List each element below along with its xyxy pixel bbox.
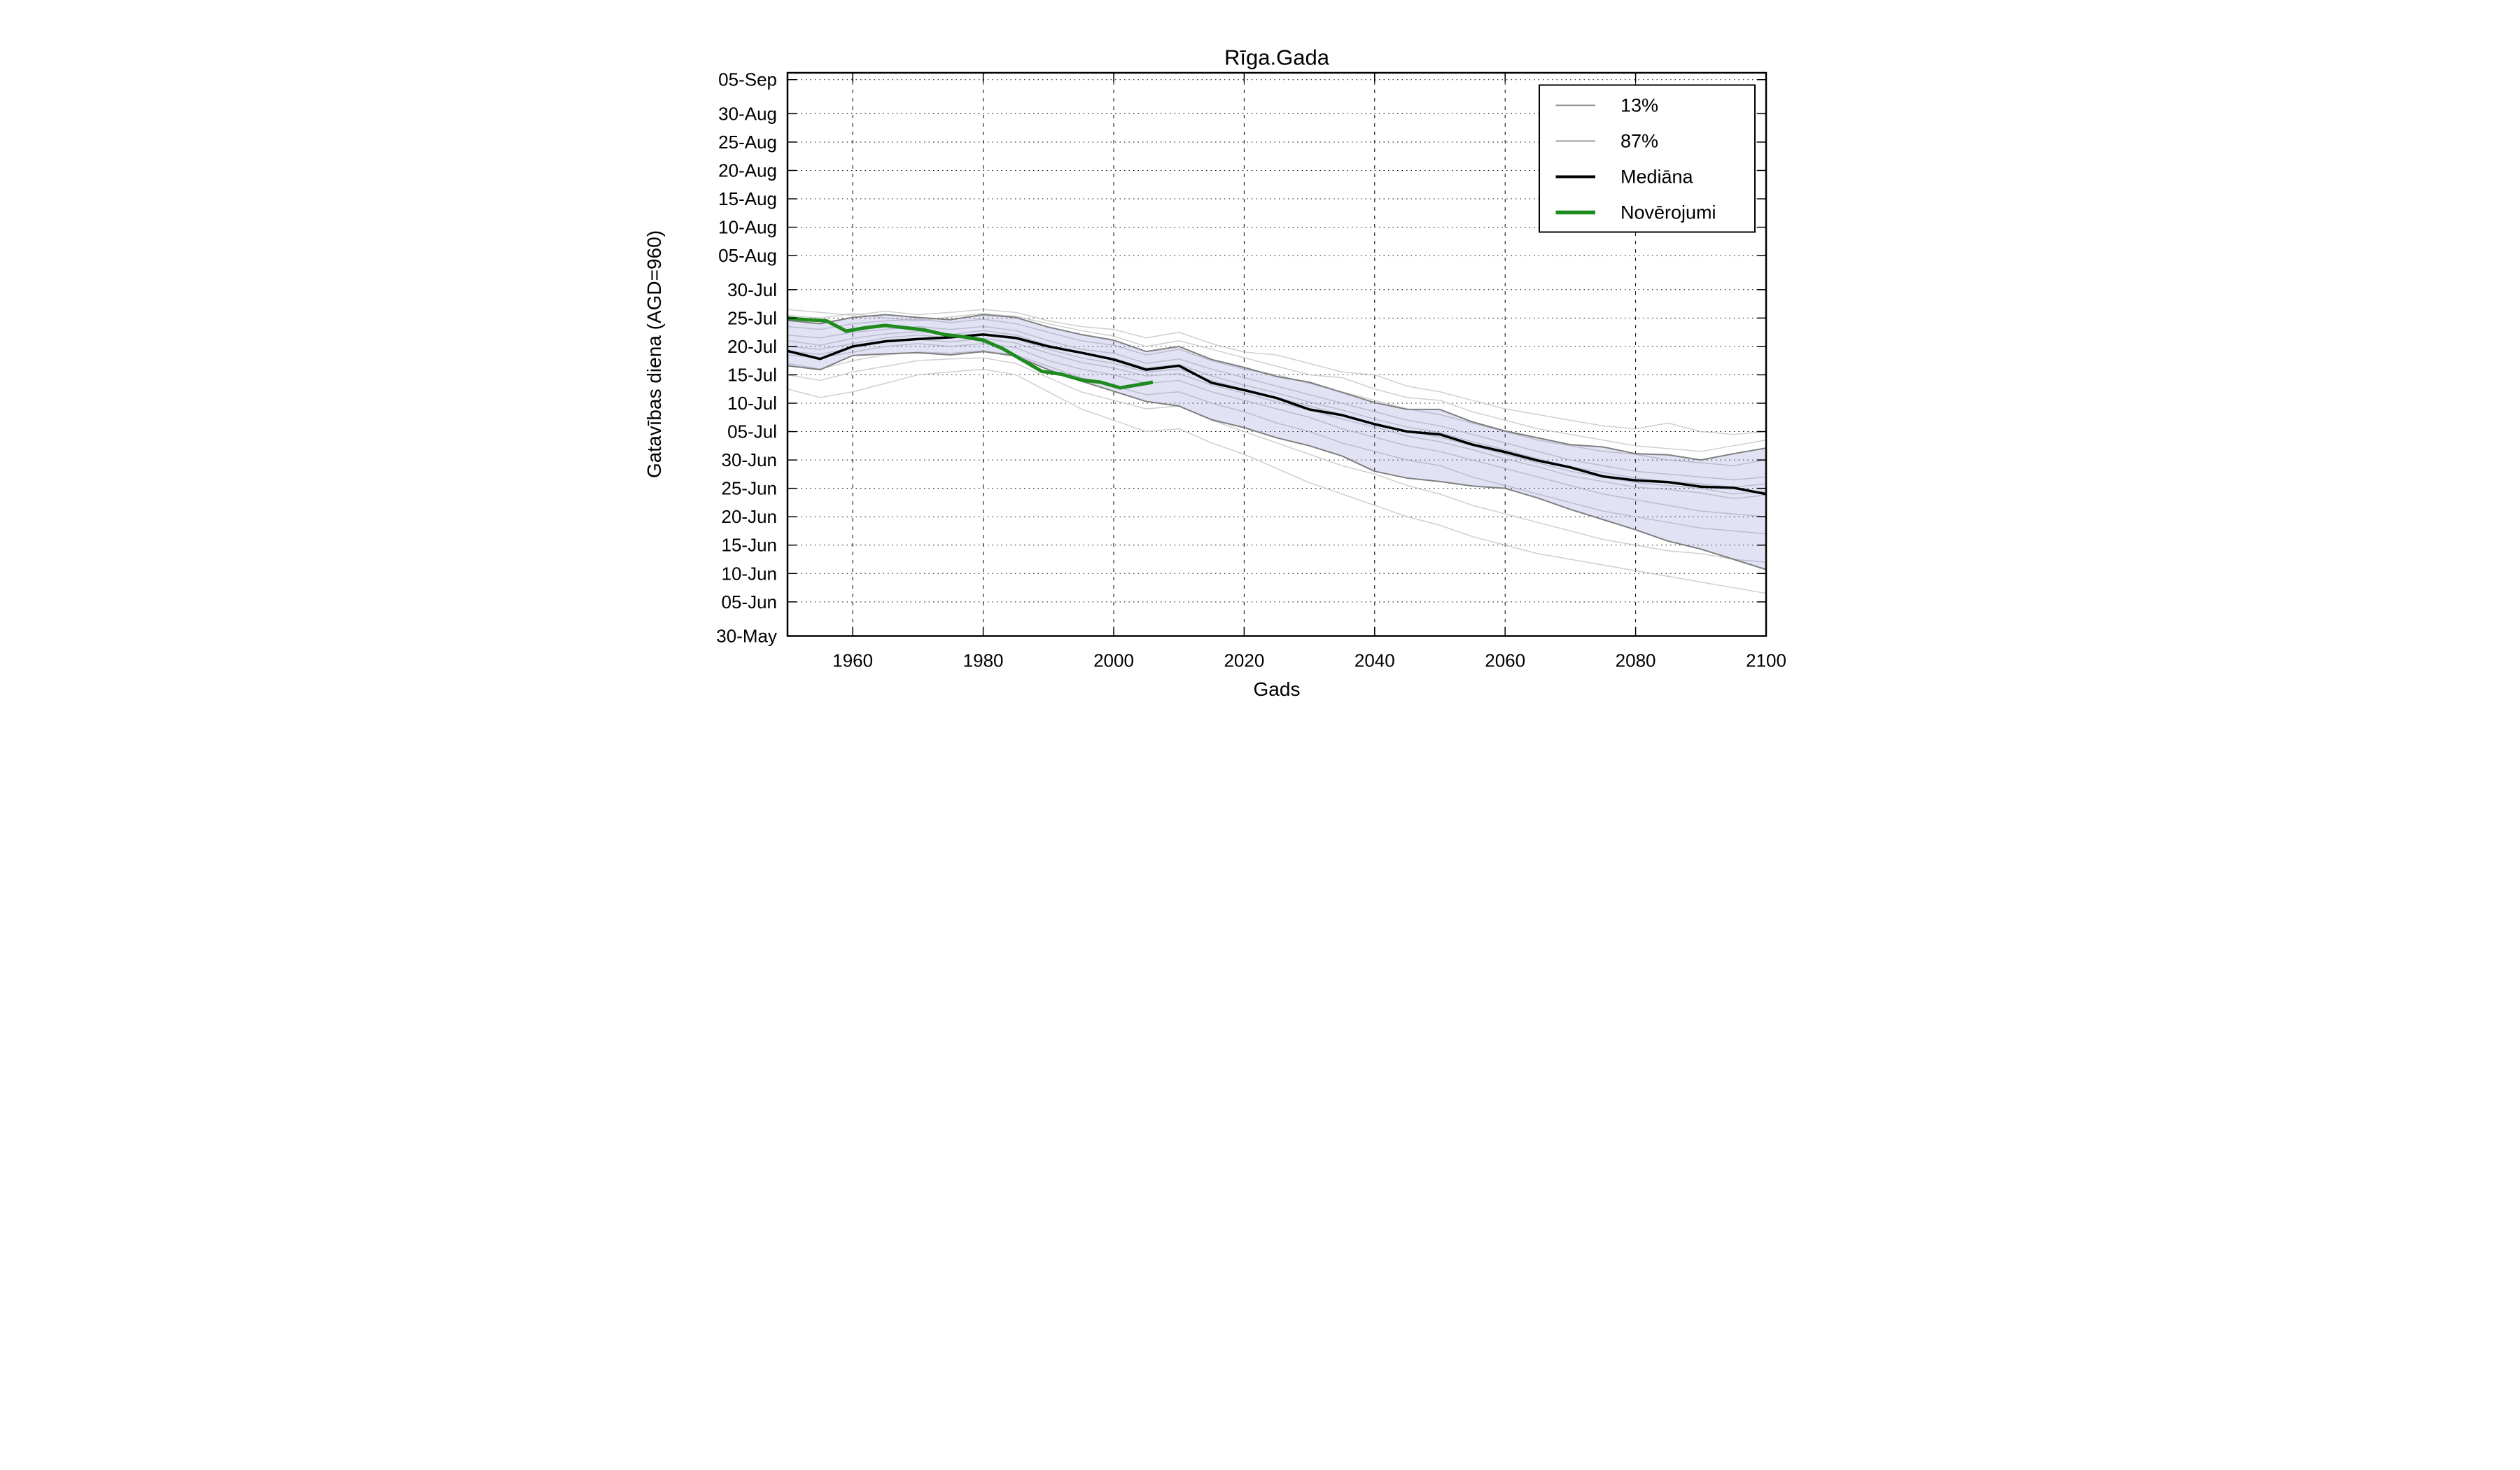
legend-label-87pct: 87%: [1620, 131, 1658, 152]
median-line: [787, 333, 1767, 496]
ensemble-run-line-7: [787, 337, 1767, 499]
y-tick-label-05-Aug: 05-Aug: [718, 245, 777, 266]
ensemble-run-line-3: [787, 318, 1767, 466]
y-axis-label: Gatavības diena (AGD=960): [643, 230, 665, 478]
y-tick-label-30-Jun: 30-Jun: [722, 449, 778, 470]
chart-canvas: 1960 1980 2000 2020 2040 2060 2080 2100 30-May 05…: [630, 0, 1890, 735]
y-tick-label-20-Jul: 20-Jul: [727, 336, 777, 357]
legend-label-13pct: 13%: [1620, 95, 1658, 116]
y-tick-label-20-Aug: 20-Aug: [718, 160, 777, 181]
series-layer: [787, 314, 1767, 570]
percentile-13-line: [787, 351, 1767, 570]
y-tick-label-15-Jul: 15-Jul: [727, 364, 777, 385]
y-tick-label-20-Jun: 20-Jun: [722, 506, 778, 527]
axes-layer: [786, 71, 1768, 637]
legend-label-observations: Novērojumi: [1620, 202, 1716, 223]
x-tick-label-2000: 2000: [1093, 650, 1134, 671]
x-axis-label: Gads: [1254, 678, 1301, 700]
x-tick-label-2080: 2080: [1616, 650, 1656, 671]
y-tick-label-30-Jul: 30-Jul: [727, 279, 777, 300]
ensemble-run-line-1: [787, 309, 1767, 435]
y-tick-label-10-Aug: 10-Aug: [718, 217, 777, 238]
y-tick-label-30-Aug: 30-Aug: [718, 103, 777, 124]
ensemble-run-line-11: [787, 368, 1767, 594]
x-tick-label-2020: 2020: [1224, 650, 1264, 671]
uncertainty-band-layer: [788, 314, 1766, 570]
x-tick-label-2040: 2040: [1354, 650, 1395, 671]
legend-frame: [1539, 84, 1756, 233]
y-tick-label-05-Jun: 05-Jun: [722, 592, 778, 612]
x-tick-label-1980: 1980: [963, 650, 1004, 671]
y-tick-label-05-Jul: 05-Jul: [727, 421, 777, 442]
y-tick-label-25-Aug: 25-Aug: [718, 132, 777, 153]
observations-line: [787, 316, 1154, 390]
chart-title: Rīga.Gada: [1224, 46, 1330, 70]
uncertainty-band: [788, 314, 1766, 570]
y-tick-label-15-Aug: 15-Aug: [718, 188, 777, 209]
ensemble-run-line-4: [787, 326, 1767, 481]
legend-box: 13% 87% Mediāna Novērojumi: [1539, 84, 1756, 233]
y-tick-label-05-Sep: 05-Sep: [718, 69, 777, 90]
x-tick-label-1960: 1960: [832, 650, 873, 671]
percentile-87-line: [787, 314, 1767, 461]
y-tick-label-25-Jun: 25-Jun: [722, 478, 778, 499]
ensemble-run-line-2: [787, 313, 1767, 452]
figure-container: 1960 1980 2000 2020 2040 2060 2080 2100 30-May 05…: [630, 0, 1890, 735]
ticks-layer: 1960 1980 2000 2020 2040 2060 2080 2100 30-May 05…: [716, 69, 1786, 671]
x-tick-label-2100: 2100: [1746, 650, 1786, 671]
ensemble-run-line-9: [787, 350, 1767, 535]
plot-frame: [786, 71, 1768, 637]
y-tick-label-15-Jun: 15-Jun: [722, 535, 778, 556]
y-tick-label-25-Jul: 25-Jul: [727, 307, 777, 328]
x-tick-label-2060: 2060: [1485, 650, 1525, 671]
legend-label-median: Mediāna: [1620, 167, 1694, 188]
ensemble-run-line-10: [787, 357, 1767, 563]
y-tick-label-30-May: 30-May: [716, 626, 777, 647]
y-tick-label-10-Jul: 10-Jul: [727, 393, 777, 414]
ensemble-run-line-8: [787, 343, 1767, 517]
y-tick-label-10-Jun: 10-Jun: [722, 563, 778, 584]
